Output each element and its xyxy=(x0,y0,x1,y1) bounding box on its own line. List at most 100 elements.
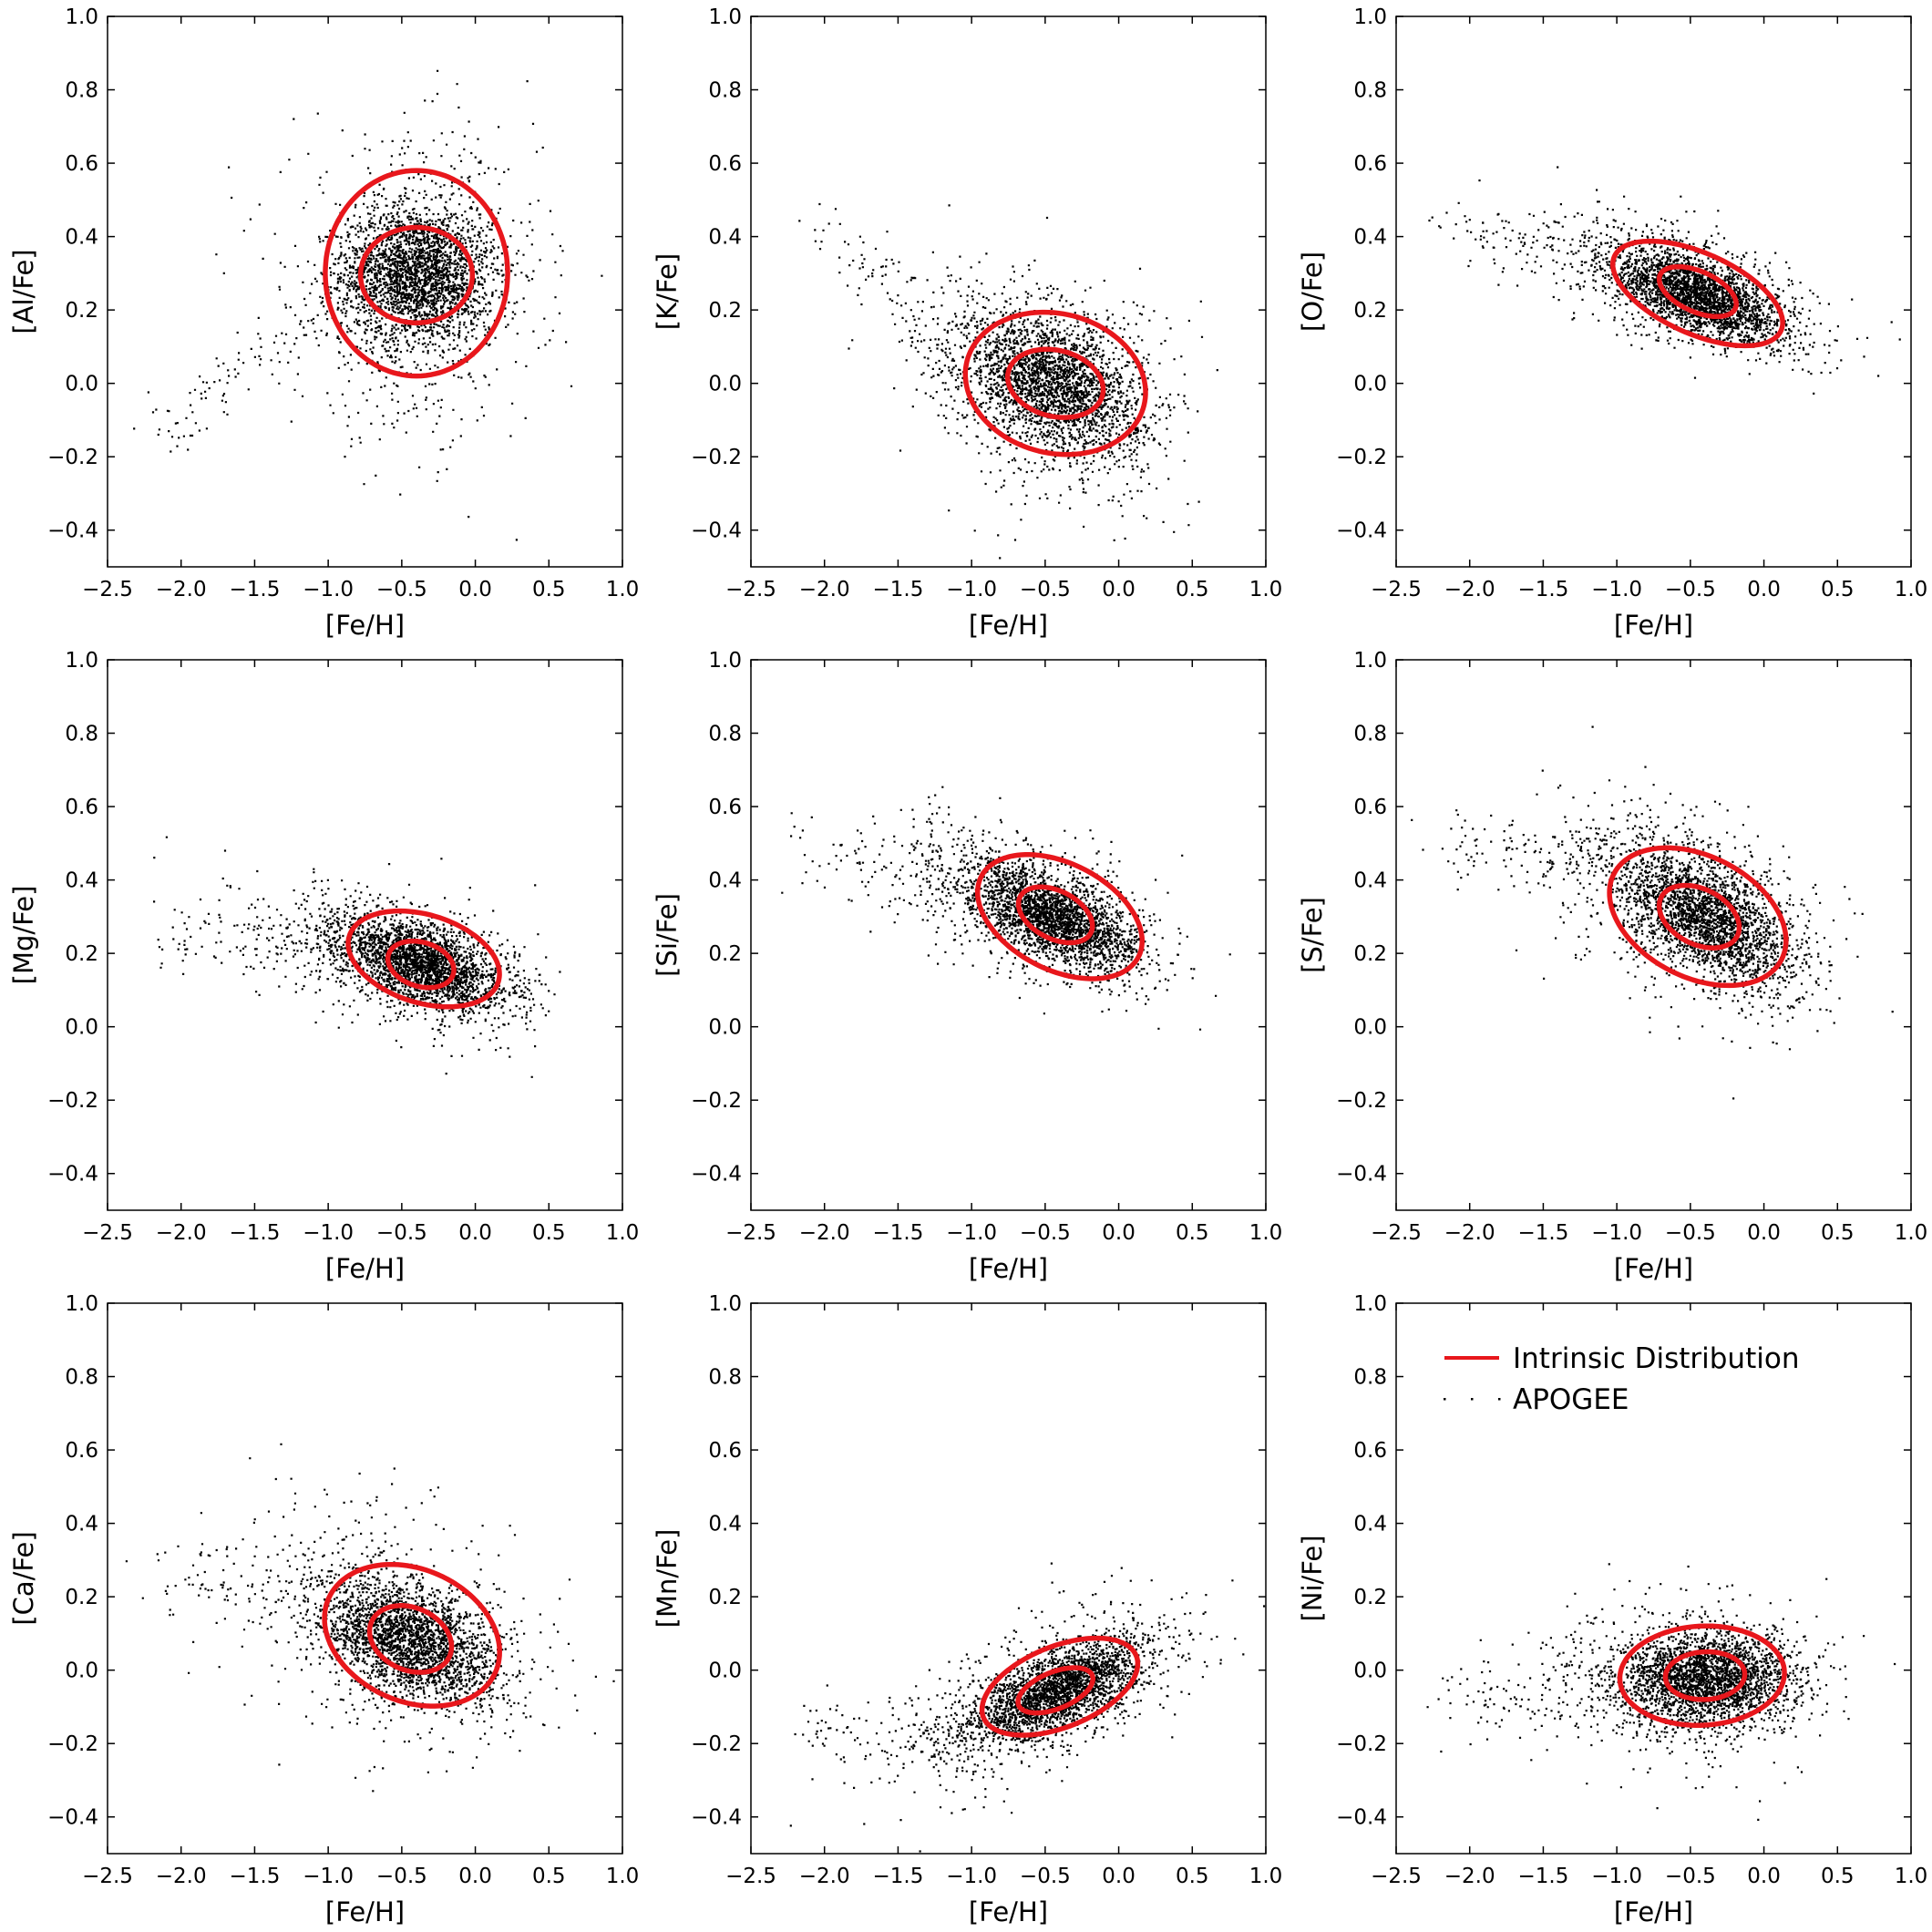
y-tick-label: −0.4 xyxy=(691,1163,742,1187)
x-tick-label: −2.0 xyxy=(156,578,207,601)
outer-contour xyxy=(1609,238,1785,349)
x-tick-label: −1.5 xyxy=(1517,1221,1568,1245)
y-tick-label: 0.4 xyxy=(708,226,742,250)
y-tick-label: −0.4 xyxy=(47,519,98,543)
panel-sfe: −2.5 −2.0 −1.5 −1.0 −0.5 0.0 0.5 1.0 −0.4 −0.2 0.0… xyxy=(1297,649,1927,1284)
y-axis-label: [Si/Fe] xyxy=(652,893,683,977)
panel-mnfe: −2.5 −2.0 −1.5 −1.0 −0.5 0.0 0.5 1.0 −0.4 −0.2 0.0… xyxy=(652,1292,1282,1927)
x-tick-label: −2.0 xyxy=(1444,1865,1495,1888)
x-tick-label: 0.5 xyxy=(1821,1221,1855,1245)
x-tick-label: 0.0 xyxy=(1102,1221,1136,1245)
x-tick-label: −1.0 xyxy=(303,1865,354,1888)
x-tick-label: 0.0 xyxy=(458,1865,492,1888)
axes-frame xyxy=(750,1302,1267,1855)
x-tick-label: −1.5 xyxy=(1517,1865,1568,1888)
x-tick-label: 0.5 xyxy=(532,578,566,601)
y-tick-label: 0.0 xyxy=(1353,1660,1387,1683)
axes-frame xyxy=(1395,1302,1912,1855)
x-tick-label: 1.0 xyxy=(606,578,640,601)
x-tick-label: −0.5 xyxy=(376,578,427,601)
y-axis-label: [S/Fe] xyxy=(1297,897,1328,973)
y-tick-label: 0.2 xyxy=(65,1586,98,1609)
panel-sife: −2.5 −2.0 −1.5 −1.0 −0.5 0.0 0.5 1.0 −0.4 −0.2 0.0… xyxy=(652,649,1282,1284)
outer-contour xyxy=(962,309,1148,457)
y-tick-label: 0.8 xyxy=(65,79,98,103)
inner-contour xyxy=(1662,1649,1748,1702)
legend-point-swatch xyxy=(1444,1398,1446,1401)
y-axis-label: [Mn/Fe] xyxy=(652,1529,683,1629)
x-tick-label: 0.0 xyxy=(1102,578,1136,601)
y-tick-label: 1.0 xyxy=(65,5,98,29)
x-tick-label: −2.5 xyxy=(82,1221,133,1245)
apogee-points xyxy=(781,786,1231,1031)
x-tick-label: 1.0 xyxy=(1895,1221,1928,1245)
apogee-points xyxy=(1428,166,1901,395)
x-tick-label: 0.0 xyxy=(458,578,492,601)
y-tick-label: −0.2 xyxy=(1336,1089,1387,1113)
plot-area xyxy=(789,1562,1266,1853)
x-tick-label: −0.5 xyxy=(1665,1865,1716,1888)
x-tick-label: −0.5 xyxy=(1665,578,1716,601)
outer-contour xyxy=(1607,845,1789,989)
x-tick-label: 0.0 xyxy=(1747,1221,1781,1245)
x-tick-label: −0.5 xyxy=(1665,1221,1716,1245)
x-tick-label: 0.5 xyxy=(1176,1221,1209,1245)
y-tick-label: 0.6 xyxy=(1353,152,1387,176)
apogee-points xyxy=(1426,1563,1896,1821)
x-axis-label: [Fe/H] xyxy=(1614,1253,1693,1284)
x-tick-label: −0.5 xyxy=(1020,1221,1071,1245)
y-tick-label: 0.4 xyxy=(1353,226,1387,250)
x-tick-label: −2.5 xyxy=(82,1865,133,1888)
y-tick-label: 0.8 xyxy=(65,1366,98,1390)
y-tick-label: 0.8 xyxy=(1353,79,1387,103)
x-tick-label: −1.0 xyxy=(1591,1221,1642,1245)
x-tick-label: 0.5 xyxy=(532,1221,566,1245)
y-tick-label: 0.4 xyxy=(708,869,742,893)
panel-ofe: −2.5 −2.0 −1.5 −1.0 −0.5 0.0 0.5 1.0 −0.4 −0.2 0.0… xyxy=(1297,5,1927,641)
inner-contour xyxy=(1015,884,1095,946)
apogee-points xyxy=(1411,725,1894,1100)
x-tick-label: −1.5 xyxy=(229,578,280,601)
y-axis-label: [Ni/Fe] xyxy=(1297,1535,1328,1621)
y-tick-label: −0.2 xyxy=(1336,1732,1387,1756)
x-tick-label: 1.0 xyxy=(606,1221,640,1245)
x-tick-label: 0.5 xyxy=(1821,578,1855,601)
x-tick-label: 0.5 xyxy=(1821,1865,1855,1888)
x-tick-label: −2.5 xyxy=(725,1221,776,1245)
y-tick-label: 1.0 xyxy=(1353,5,1387,29)
plot-area xyxy=(125,1443,615,1793)
y-tick-label: −0.2 xyxy=(47,1089,98,1113)
y-tick-label: −0.2 xyxy=(1336,446,1387,469)
y-tick-label: 0.6 xyxy=(1353,796,1387,819)
y-tick-label: 0.6 xyxy=(65,1439,98,1463)
inner-contour xyxy=(357,224,476,325)
y-tick-label: 0.2 xyxy=(65,299,98,323)
x-axis-label: [Fe/H] xyxy=(325,610,405,641)
y-tick-label: 0.6 xyxy=(65,796,98,819)
y-tick-label: −0.4 xyxy=(1336,1806,1387,1830)
y-tick-label: 0.0 xyxy=(65,1660,98,1683)
outer-contour xyxy=(974,852,1146,981)
x-tick-label: −1.0 xyxy=(1591,578,1642,601)
panel-mgfe: −2.5 −2.0 −1.5 −1.0 −0.5 0.0 0.5 1.0 −0.4 −0.2 0.0… xyxy=(8,649,639,1284)
x-axis-label: [Fe/H] xyxy=(325,1253,405,1284)
legend: Intrinsic Distribution APOGEE xyxy=(1444,1342,1799,1416)
y-tick-label: 0.2 xyxy=(708,1586,742,1609)
x-axis-label: [Fe/H] xyxy=(969,1253,1048,1284)
panel-alfe: −2.5 −2.0 −1.5 −1.0 −0.5 0.0 0.5 1.0 −0.4 −0.2 0.0… xyxy=(8,5,640,641)
x-tick-label: −2.5 xyxy=(725,1865,776,1888)
inner-contour xyxy=(366,1603,455,1675)
x-tick-label: −2.0 xyxy=(799,578,850,601)
plot-area xyxy=(1426,1563,1896,1821)
y-axis-label: [Al/Fe] xyxy=(8,249,39,334)
x-axis-label: [Fe/H] xyxy=(969,610,1048,641)
x-tick-label: −0.5 xyxy=(376,1221,427,1245)
plot-area xyxy=(798,202,1218,560)
y-axis-label: [Ca/Fe] xyxy=(8,1531,39,1625)
y-tick-label: −0.4 xyxy=(47,1163,98,1187)
x-tick-label: −1.5 xyxy=(872,1865,923,1888)
y-tick-label: −0.4 xyxy=(47,1806,98,1830)
y-tick-label: 0.4 xyxy=(65,226,98,250)
apogee-points xyxy=(798,202,1218,560)
y-tick-label: 0.8 xyxy=(65,723,98,746)
